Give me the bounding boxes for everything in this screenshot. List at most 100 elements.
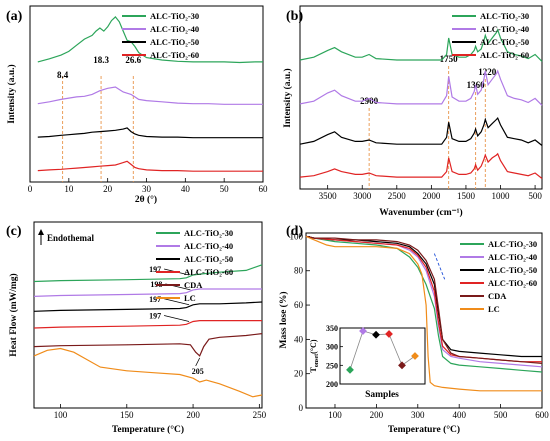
inset-ytick-label-200: 200 — [326, 380, 338, 389]
d-ytick-label-100: 100 — [290, 231, 304, 241]
inset-ylabel-t: T — [309, 367, 318, 373]
d-ytick-label-60: 60 — [294, 300, 304, 310]
d-ytick-label-20: 20 — [294, 369, 304, 379]
a-series-alc-tio2-40 — [37, 86, 263, 105]
panel-d-inset: 200 250 300 350 Samples Tonset(°C) — [309, 324, 426, 400]
legend-label-alc-tio2-60: ALC-TiO₂-60 — [150, 50, 199, 60]
legend-label-alc-tio2-50: ALC-TiO₂-50 — [480, 37, 529, 47]
panel-c-xlabel: Temperature (°C) — [112, 424, 184, 435]
a-annot-26-6: 26.6 — [125, 55, 141, 65]
a-series-alc-tio2-50 — [37, 127, 263, 139]
panel-c-plot: 100150200250197198197197205ALC-TiO₂-30AL… — [33, 228, 267, 420]
c-series-alc-tio2-50 — [33, 301, 263, 312]
b-annot-1220: 1220 — [478, 67, 497, 77]
inset-ylabel-unit: (°C) — [309, 339, 318, 354]
panel-b-label: (b) — [286, 9, 303, 24]
b-series-alc-tio2-50 — [299, 117, 543, 146]
legend-label-alc-tio2-40: ALC-TiO₂-40 — [184, 241, 233, 251]
c-xtick-label-200: 200 — [186, 410, 200, 420]
panel-b-frame — [299, 5, 543, 190]
legend-label-alc-tio2-50: ALC-TiO₂-50 — [184, 254, 233, 264]
c-annot-arrow-alc-tio2-60 — [164, 315, 190, 322]
legend-label-alc-tio2-30: ALC-TiO₂-30 — [184, 228, 233, 238]
inset-ytick-label-300: 300 — [326, 343, 338, 352]
inset-point-alc-tio2-40 — [359, 327, 367, 335]
inset-point-alc-tio2-30 — [346, 365, 354, 374]
panel-b-plot: 3500 3000 2500 2000 1500 1000 5002900175013601… — [299, 11, 543, 201]
a-series-alc-tio2-30 — [37, 16, 263, 64]
panel-d-plot: 100 200 300 400 500 600 0 20 40 60 80 100 ALC-TiO₂-3… — [290, 231, 550, 420]
a-series-alc-tio2-60 — [37, 160, 263, 172]
a-xtick-label-10: 10 — [64, 184, 74, 194]
a-xtick-label-20: 20 — [103, 184, 113, 194]
inset-ytick-label-350: 350 — [326, 324, 338, 333]
endothermal-arrowhead — [38, 229, 44, 235]
c-series-cda — [33, 333, 263, 357]
b-xtick-label-500: 500 — [528, 191, 542, 201]
legend-label-lc: LC — [184, 293, 196, 303]
c-xtick-label-100: 100 — [54, 410, 68, 420]
panel-a: (a) 0 10 20 30 40 50 60 8.4 18.3 26.6 ALC-TiO₂-30 A… — [6, 5, 268, 205]
b-xtick-label-2000: 2000 — [422, 191, 441, 201]
d-ytick-label-40: 40 — [294, 334, 304, 344]
d-xtick-label-300: 300 — [411, 410, 425, 420]
b-xtick-label-2500: 2500 — [388, 191, 407, 201]
b-xtick-label-3500: 3500 — [319, 191, 338, 201]
c-annot-alc-tio2-60: 197 — [149, 312, 161, 321]
legend-label-alc-tio2-40: ALC-TiO₂-40 — [150, 24, 199, 34]
endothermal-label: Endothemal — [47, 233, 95, 243]
inset-connector — [349, 330, 416, 370]
panel-d-xlabel: Temperature (°C) — [388, 424, 460, 435]
c-xtick-label-250: 250 — [253, 410, 267, 420]
a-xtick-label-60: 60 — [259, 184, 269, 194]
a-annot-18-3: 18.3 — [93, 55, 109, 65]
c-series-alc-tio2-40 — [33, 288, 262, 297]
d-ytick-label-80: 80 — [294, 266, 304, 276]
legend-label-lc: LC — [488, 304, 500, 314]
panel-c-frame — [33, 221, 263, 409]
d-xtick-label-100: 100 — [328, 410, 342, 420]
c-annot-cda: 205 — [192, 367, 204, 376]
legend-label-alc-tio2-60: ALC-TiO₂-60 — [488, 278, 537, 288]
legend-label-alc-tio2-40: ALC-TiO₂-40 — [488, 252, 537, 262]
panel-b: (b) 3500 3000 2500 2000 1500 1000 500 2900 1750 1… — [282, 5, 543, 218]
legend-label-alc-tio2-30: ALC-TiO₂-30 — [150, 11, 199, 21]
inset-ylabel: Tonset(°C) — [309, 339, 320, 372]
d-xtick-label-400: 400 — [452, 410, 466, 420]
a-xtick-label-40: 40 — [181, 184, 191, 194]
d-onset-tangent — [433, 253, 446, 280]
d-series-alc-tio2-30 — [305, 235, 543, 373]
panel-a-plot: 0 10 20 30 40 50 60 8.4 18.3 26.6 ALC-TiO₂-30 ALC-T… — [28, 11, 268, 194]
panel-c-ylabel: Heat Flow (mW/mg) — [8, 273, 19, 356]
c-annot-alc-tio2-30: 197 — [149, 265, 161, 274]
panel-d-ylabel: Mass lose (%) — [278, 292, 289, 349]
c-annot-arrow-alc-tio2-50 — [164, 298, 190, 306]
d-series-cda — [305, 235, 543, 364]
c-annot-arrow-cda — [195, 357, 201, 367]
panel-c: (c) 100150200250197198197197205ALC-TiO₂-… — [6, 221, 267, 435]
b-series-alc-tio2-40 — [299, 69, 543, 106]
b-annot-1750: 1750 — [440, 54, 459, 64]
panel-b-xlabel: Wavenumber (cm⁻¹) — [379, 207, 462, 218]
panel-a-ylabel: Intensity (a.u.) — [6, 64, 17, 123]
b-xtick-label-3000: 3000 — [353, 191, 372, 201]
panel-d-frame — [305, 232, 543, 409]
c-annot-alc-tio2-50: 197 — [149, 295, 161, 304]
inset-plot: 200 250 300 350 — [326, 324, 419, 389]
legend-label-alc-tio2-30: ALC-TiO₂-30 — [480, 11, 529, 21]
inset-point-lc — [411, 352, 419, 360]
legend-label-cda: CDA — [184, 280, 203, 290]
b-annot-2900: 2900 — [360, 96, 379, 106]
legend-label-alc-tio2-40: ALC-TiO₂-40 — [480, 24, 529, 34]
panel-a-label: (a) — [6, 9, 23, 24]
b-xtick-label-1500: 1500 — [457, 191, 476, 201]
a-xtick-label-30: 30 — [142, 184, 152, 194]
d-xtick-label-600: 600 — [535, 410, 549, 420]
panel-a-frame — [29, 5, 264, 183]
inset-frame — [339, 327, 426, 385]
c-xtick-label-150: 150 — [120, 410, 134, 420]
a-xtick-label-0: 0 — [28, 184, 33, 194]
d-xtick-label-200: 200 — [370, 410, 384, 420]
a-xtick-label-50: 50 — [220, 184, 230, 194]
